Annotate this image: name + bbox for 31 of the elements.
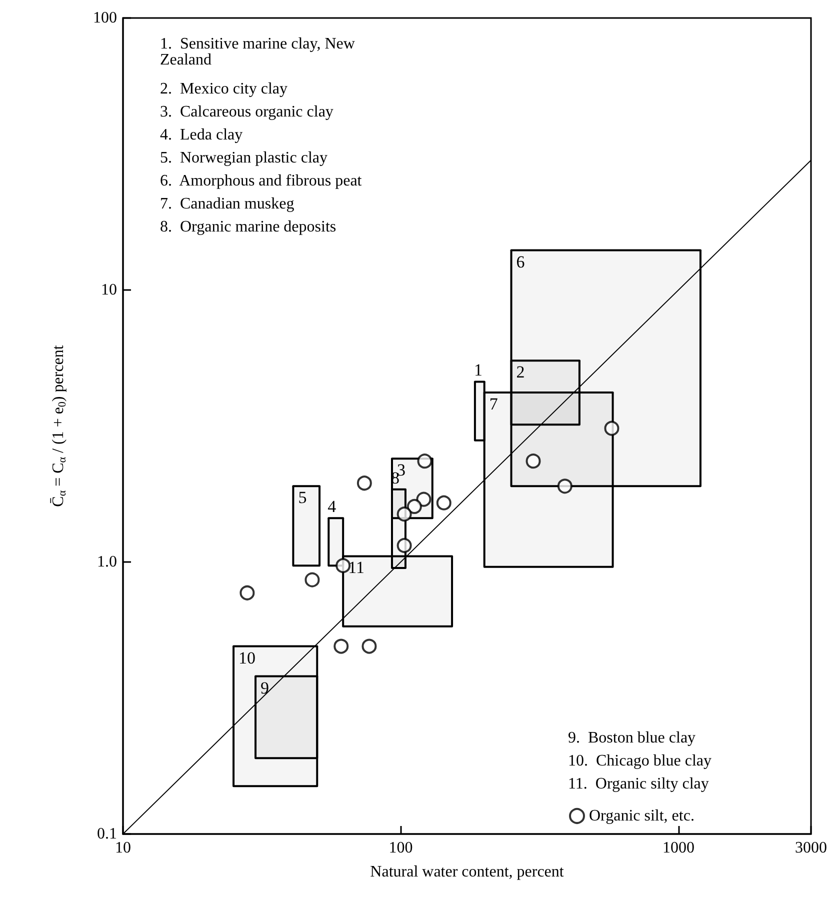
series-label: 5 xyxy=(298,488,307,508)
annotation: 3. Calcareous organic clay xyxy=(160,104,334,120)
y-axis-title: C̄α = Cα / (1 + e0) percent xyxy=(50,344,68,507)
annotation: 1. Sensitive marine clay, New Zealand xyxy=(160,36,359,68)
annotation: 4. Leda clay xyxy=(160,126,243,144)
series-label: 6 xyxy=(516,252,525,272)
annotation: 9. Boston blue clay xyxy=(568,730,696,746)
annotation: 10. Chicago blue clay xyxy=(568,752,712,770)
x-tick-label: 100 xyxy=(388,840,413,856)
y-tick-label: 0.1 xyxy=(97,826,117,842)
series-label: 9 xyxy=(260,678,270,698)
annotation: 8. Organic marine deposits xyxy=(160,218,336,236)
annotation: 6. Amorphous and fibrous peat xyxy=(160,172,362,190)
series-label: 4 xyxy=(328,497,337,516)
y-tick-label: 10 xyxy=(101,282,117,298)
y-tick-label: 100 xyxy=(93,10,117,26)
series-label: 10 xyxy=(238,648,256,668)
y-tick-label: 1.0 xyxy=(97,554,117,570)
annotation: 7. Canadian muskeg xyxy=(160,196,294,212)
annotation: 5. Norwegian plastic clay xyxy=(160,150,328,166)
x-tick-label: 10 xyxy=(115,840,131,856)
x-tick-label: 1000 xyxy=(662,840,694,856)
annotation: 11. Organic silty clay xyxy=(568,776,709,792)
annotation: 2. Mexico city clay xyxy=(160,80,288,98)
series-label: 1 xyxy=(474,360,482,380)
x-axis-title: Natural water content, percent xyxy=(370,864,564,880)
series-label: 2 xyxy=(516,362,525,382)
legend-label: Organic silt, etc. xyxy=(589,808,694,824)
series-label: 11 xyxy=(348,558,364,578)
series-label: 7 xyxy=(489,394,498,414)
x-tick-label: 3000 xyxy=(795,840,827,856)
